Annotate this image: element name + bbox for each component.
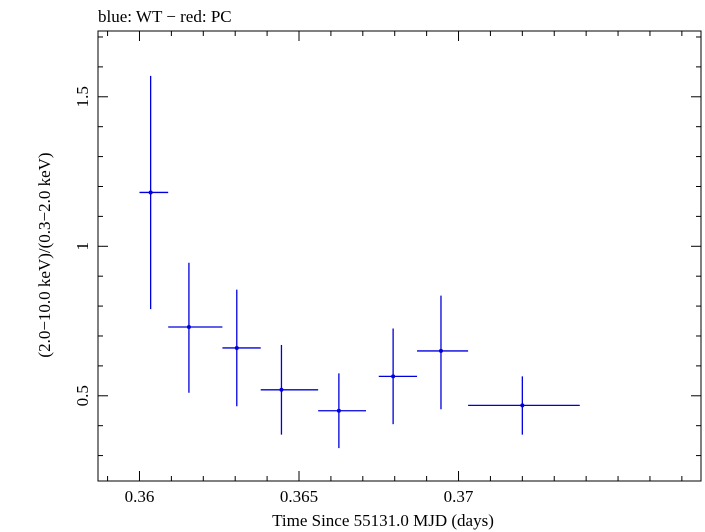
data-point [417,295,469,410]
data-series [139,75,580,449]
data-marker [520,403,525,408]
y-axis-label: (2.0−10.0 keV)/(0.3−2.0 keV) [35,152,54,357]
x-tick-label: 0.36 [125,487,155,506]
y-tick-label: 0.5 [73,385,92,406]
data-point [222,289,261,407]
plot-frame [97,30,702,482]
data-marker [186,325,191,330]
data-marker [438,348,443,353]
data-point [139,75,169,310]
x-axis-label: Time Since 55131.0 MJD (days) [272,511,494,530]
plot-area: 0.36 0.365 0.37 0.5 1 1.5 [73,30,702,506]
y-axis: 0.5 1 1.5 [73,36,701,457]
data-marker [391,374,396,379]
data-marker [336,408,341,413]
chart-title: blue: WT − red: PC [98,7,232,26]
data-point [260,344,319,435]
y-tick-label: 1 [73,242,92,251]
data-marker [148,190,153,195]
y-tick-label: 1.5 [73,86,92,107]
data-point [468,376,580,435]
data-point [378,328,418,425]
data-marker [279,387,284,392]
data-marker [234,345,239,350]
x-tick-label: 0.365 [280,487,318,506]
x-tick-label: 0.37 [444,487,474,506]
x-axis: 0.36 0.365 0.37 [107,31,683,506]
data-point [318,373,366,449]
data-point [168,262,223,393]
